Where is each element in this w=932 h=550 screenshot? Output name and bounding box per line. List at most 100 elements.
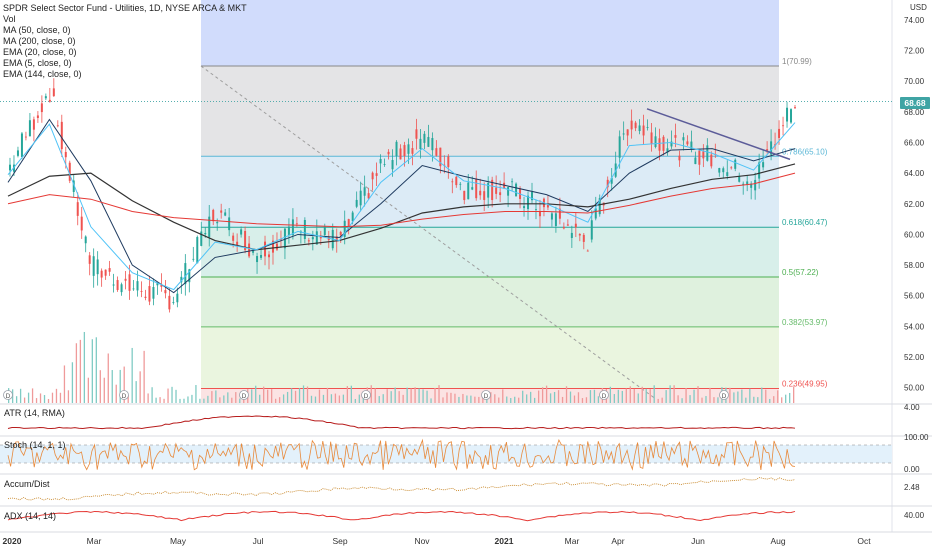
volume-bar xyxy=(438,385,440,403)
candle-body xyxy=(578,233,581,236)
volume-bar xyxy=(585,397,588,403)
volume-bar xyxy=(737,391,739,403)
candle-body xyxy=(403,145,406,157)
candle-body xyxy=(367,193,370,199)
legend-ema144: EMA (144, close, 0) xyxy=(3,69,82,79)
fib-label-1: 1(70.99) xyxy=(782,57,812,66)
candle-body xyxy=(415,129,418,139)
candle-body xyxy=(28,120,31,137)
time-tick-label: 2021 xyxy=(495,536,514,546)
ma50-line xyxy=(7,118,796,294)
price-tick-label: 72.00 xyxy=(904,47,925,56)
legend-ema20: EMA (20, close, 0) xyxy=(3,47,77,57)
volume-bar xyxy=(302,385,305,403)
volume-bar xyxy=(231,397,233,403)
candle-body xyxy=(48,99,51,102)
volume-bar xyxy=(414,387,416,403)
candle-body xyxy=(483,191,486,200)
atr-line xyxy=(7,415,796,430)
time-tick-label: Oct xyxy=(857,536,871,546)
volume-bar xyxy=(318,389,321,403)
dividend-marker-label: D xyxy=(602,393,607,400)
time-tick-label: 2020 xyxy=(3,536,22,546)
candle-body xyxy=(108,268,111,272)
volume-bar xyxy=(673,385,675,403)
volume-bar xyxy=(286,391,289,403)
volume-bar xyxy=(294,390,297,403)
candle-body xyxy=(790,109,793,123)
candle-body xyxy=(778,128,781,138)
dividend-marker-label: D xyxy=(722,393,727,400)
volume-bar xyxy=(454,393,456,403)
candle-body xyxy=(610,177,613,184)
volume-bar xyxy=(545,385,548,403)
volume-bar xyxy=(334,393,337,403)
candle-body xyxy=(558,208,561,219)
candle-body xyxy=(56,125,59,127)
candle-body xyxy=(196,237,199,264)
candle-body xyxy=(200,231,203,246)
candle-body xyxy=(252,249,255,253)
candle-body xyxy=(762,162,765,168)
dividend-marker xyxy=(599,390,609,400)
candle-body xyxy=(104,269,107,276)
candle-body xyxy=(8,164,11,171)
volume-bar xyxy=(406,387,408,403)
volume-bar xyxy=(338,395,341,403)
volume-bar xyxy=(131,347,133,403)
candle-body xyxy=(554,213,557,226)
volume-bar xyxy=(418,388,420,403)
candle-body xyxy=(40,103,43,113)
volume-bar xyxy=(685,387,687,403)
legend-ma200: MA (200, close, 0) xyxy=(3,36,76,46)
candle-body xyxy=(407,144,410,154)
atr-pane-label: ATR (14, RMA) xyxy=(4,408,65,418)
candle-body xyxy=(84,236,87,244)
candle-body xyxy=(152,287,155,299)
price-tick-label: 52.00 xyxy=(904,353,925,362)
dividend-marker xyxy=(481,390,491,400)
dividend-marker-label: D xyxy=(122,393,127,400)
volume-bar xyxy=(785,394,787,403)
volume-bar xyxy=(613,394,615,403)
volume-bar xyxy=(697,386,699,403)
candle-body xyxy=(387,151,390,155)
candle-body xyxy=(248,243,251,257)
candle-body xyxy=(80,216,83,231)
volume-bar xyxy=(593,389,596,403)
candle-body xyxy=(268,254,271,258)
candle-body xyxy=(128,274,131,291)
candle-body xyxy=(260,254,263,258)
candle-body xyxy=(347,219,350,227)
candle-body xyxy=(475,178,478,199)
candle-body xyxy=(271,240,274,253)
last-price-badge: 68.68 xyxy=(900,97,930,109)
volume-bar xyxy=(219,397,221,403)
candle-body xyxy=(770,141,773,155)
volume-bar xyxy=(135,381,137,403)
candle-body xyxy=(64,151,67,158)
candle-body xyxy=(236,241,239,246)
candle-body xyxy=(319,235,322,239)
candle-body xyxy=(16,150,19,156)
volume-bar xyxy=(15,396,18,403)
time-tick-label: May xyxy=(170,536,187,546)
volume-bar xyxy=(474,396,476,403)
fib-zone-1 xyxy=(201,66,779,157)
candle-body xyxy=(395,141,398,157)
volume-bars xyxy=(8,331,795,403)
volume-bar xyxy=(609,386,612,403)
candle-body xyxy=(598,198,601,215)
candle-body xyxy=(32,119,35,130)
candle-body xyxy=(411,148,414,154)
dividend-marker xyxy=(239,390,249,400)
candle-body xyxy=(511,181,514,183)
candle-body xyxy=(662,136,665,151)
volume-bar xyxy=(27,392,30,403)
volume-bar xyxy=(127,395,129,403)
candle-body xyxy=(479,190,482,196)
fib-label-0.618: 0.618(60.47) xyxy=(782,218,828,227)
fib-trend-line xyxy=(200,65,656,399)
time-tick-label: Jun xyxy=(691,536,705,546)
